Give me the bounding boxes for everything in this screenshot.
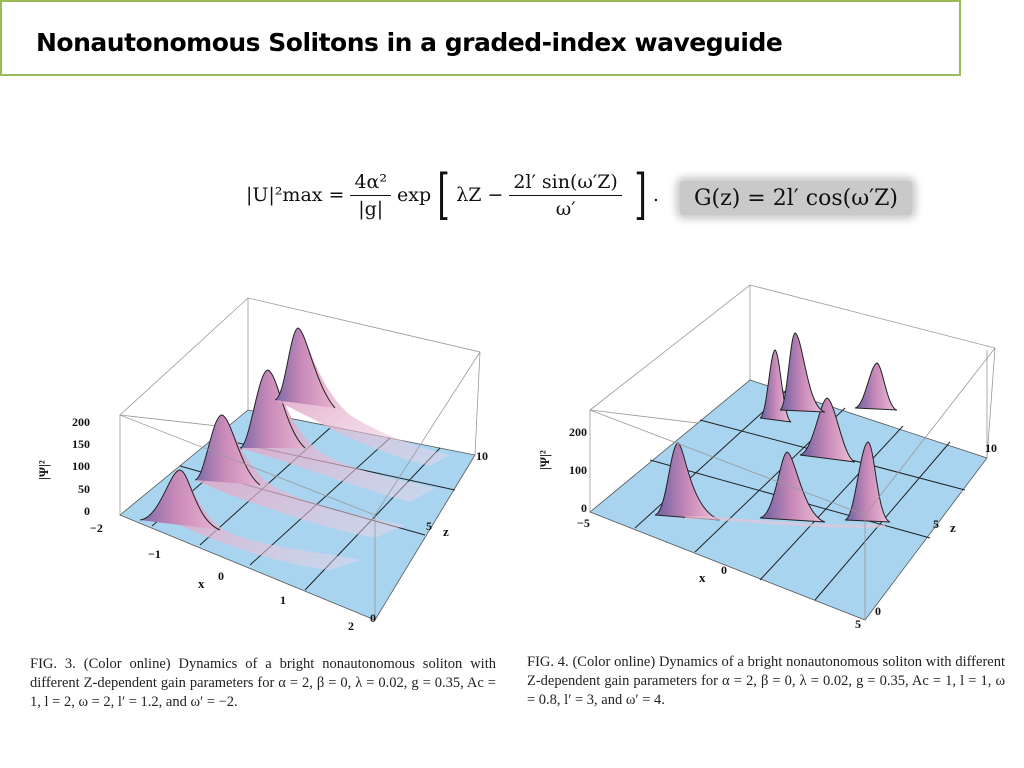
title-box: Nonautonomous Solitons in a graded-index… (0, 0, 961, 76)
svg-text:200: 200 (72, 415, 90, 429)
svg-text:200: 200 (569, 425, 587, 439)
eq-bracket-right: ] (634, 163, 647, 226)
fig3-x-ticks: −2 −1 0 1 2 (90, 521, 354, 633)
svg-text:10: 10 (476, 449, 488, 463)
svg-text:10: 10 (985, 441, 997, 455)
svg-text:0: 0 (721, 563, 727, 577)
fig3-psi-label: |Ψ|² (36, 460, 51, 480)
figure-3-caption: FIG. 3. (Color online) Dynamics of a bri… (30, 656, 496, 710)
fig3-solitons (139, 327, 450, 570)
figure-3-plot: |Ψ|² 200 150 100 50 0 −2 −1 0 1 2 x 0 5 … (36, 297, 488, 633)
eq-bracket-left: [ (437, 163, 450, 226)
eq-lhs: |U|²max = (246, 184, 345, 206)
intensity-equation: |U|²max = 4α² |g| exp [ λZ − 2l′ sin(ω′Z… (246, 168, 659, 222)
fig4-solitons (654, 332, 898, 528)
fig4-psi-ticks: 200 100 0 (569, 425, 587, 515)
fig3-x-label: x (198, 576, 205, 591)
fig4-z-label: z (950, 520, 956, 535)
figure-4-caption: FIG. 4. (Color online) Dynamics of a bri… (527, 654, 1005, 708)
svg-text:−2: −2 (90, 521, 103, 535)
svg-text:0: 0 (875, 604, 881, 618)
eq-exp: exp (397, 184, 432, 206)
fig3-z-label: z (443, 524, 449, 539)
fig4-psi-label: |Ψ|² (537, 450, 552, 470)
eq-fraction: 4α² |g| (350, 171, 391, 220)
svg-text:100: 100 (569, 463, 587, 477)
fig3-z-ticks: 0 5 10 (370, 449, 488, 625)
svg-text:5: 5 (855, 617, 861, 631)
svg-text:5: 5 (426, 519, 432, 533)
figure-4-plot: |Ψ|² 200 100 0 −5 0 5 x 0 5 10 z (537, 284, 997, 631)
svg-text:0: 0 (218, 569, 224, 583)
svg-text:0: 0 (84, 504, 90, 518)
fig3-psi-ticks: 200 150 100 50 0 (72, 415, 90, 518)
slide-title: Nonautonomous Solitons in a graded-index… (36, 28, 783, 57)
fig4-z-ticks: 0 5 10 (875, 441, 997, 618)
fig4-x-label: x (699, 570, 706, 585)
eq-frac-num: 4α² (350, 171, 391, 196)
fig4-x-ticks: −5 0 5 (577, 516, 861, 631)
gain-equation: G(z) = 2l′ cos(ω′Z) (680, 181, 912, 215)
svg-text:−5: −5 (577, 516, 590, 530)
eq-inner-fraction: 2l′ sin(ω′Z) ω′ (509, 171, 622, 220)
eq-frac-den: |g| (358, 197, 384, 220)
svg-text:50: 50 (78, 482, 90, 496)
svg-text:100: 100 (72, 459, 90, 473)
svg-text:2: 2 (348, 619, 354, 633)
eq-inner-den: ω′ (555, 197, 576, 220)
eq-lambda: λZ − (456, 184, 504, 206)
svg-text:0: 0 (370, 611, 376, 625)
svg-text:1: 1 (280, 593, 286, 607)
eq-inner-num: 2l′ sin(ω′Z) (509, 171, 622, 196)
svg-text:0: 0 (581, 501, 587, 515)
svg-text:150: 150 (72, 437, 90, 451)
svg-text:−1: −1 (148, 547, 161, 561)
eq-end: . (652, 184, 659, 206)
svg-text:5: 5 (933, 517, 939, 531)
